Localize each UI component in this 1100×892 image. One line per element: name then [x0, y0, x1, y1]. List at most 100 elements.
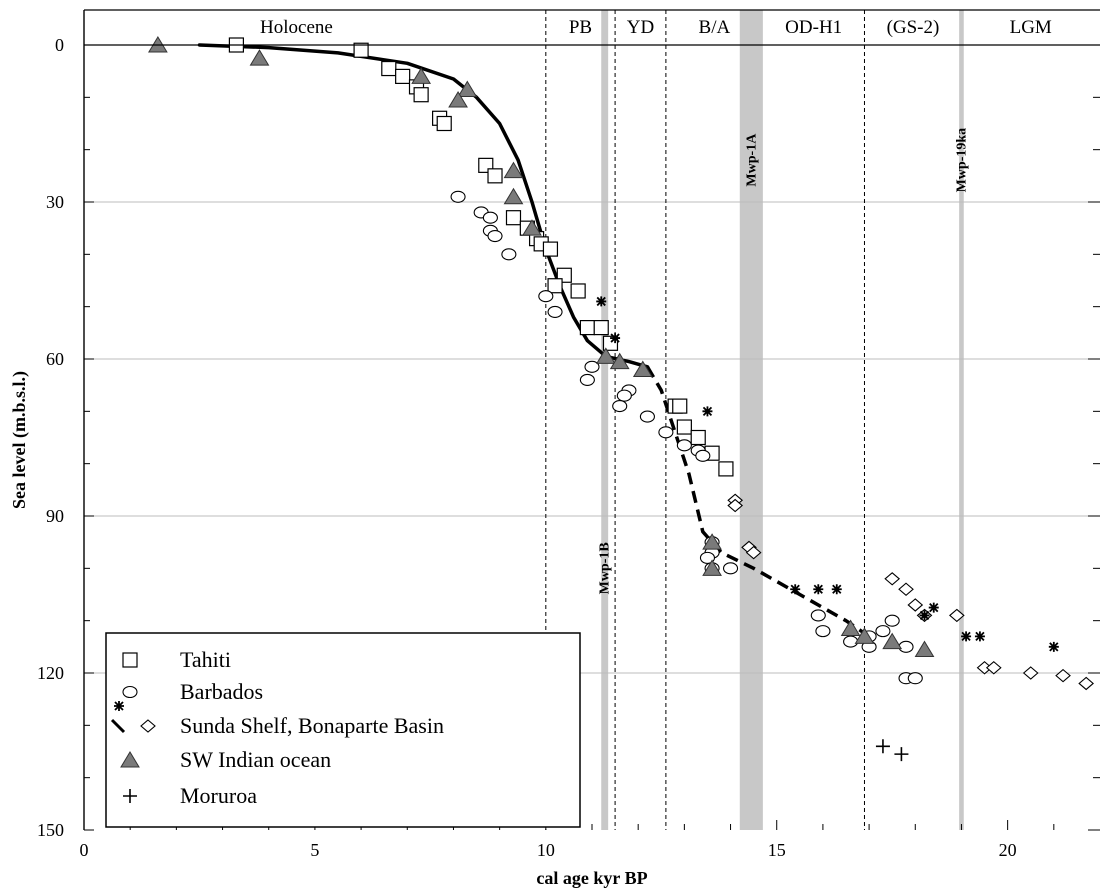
triangle-data-point: [448, 90, 468, 108]
triangle-data-point: [595, 347, 616, 364]
period-label: YD: [627, 17, 654, 38]
legend-label: Barbados: [180, 679, 263, 704]
diamond-data-point: [985, 661, 1002, 675]
circle-data-point: [658, 426, 674, 439]
asterisk-data-point: [928, 602, 939, 613]
square-data-point: [690, 429, 706, 446]
legend-label: SW Indian ocean: [180, 747, 331, 772]
meltwater-pulse-label: Mwp-1B: [598, 542, 613, 594]
period-label: Holocene: [260, 17, 333, 38]
asterisk-data-point: [813, 584, 824, 595]
circle-data-point: [639, 410, 655, 423]
square-data-point: [395, 68, 411, 85]
asterisk-data-point: [974, 631, 985, 642]
diamond-data-point: [1078, 676, 1094, 691]
asterisk-data-point: [610, 333, 621, 344]
diamond-data-point: [1055, 668, 1071, 683]
x-tick-label: 20: [999, 840, 1017, 860]
circle-data-point: [722, 562, 739, 575]
square-data-point: [672, 398, 688, 414]
circle-data-point: [695, 449, 711, 462]
axis-ticks: 0 30 60 90 120 150 0 5 10 15 20: [37, 35, 1100, 860]
circle-data-point: [843, 635, 859, 648]
circle-data-point: [584, 360, 600, 373]
asterisk-data-point: [831, 584, 842, 595]
triangle-data-point: [854, 627, 875, 644]
circle-data-point: [815, 625, 831, 638]
legend-entry: Moruroa: [123, 783, 257, 808]
triangle-data-point: [411, 67, 432, 84]
diamond-data-point: [907, 598, 924, 612]
circle-data-point: [579, 373, 595, 386]
legend-entry: SW Indian ocean: [120, 747, 331, 772]
x-axis-title: cal age kyr BP: [536, 868, 647, 888]
legend-label: Sunda Shelf, Bonaparte Basin: [180, 713, 444, 738]
circle-data-point: [907, 672, 923, 685]
square-data-point: [413, 87, 429, 103]
period-label: B/A: [699, 17, 731, 38]
legend-entry: Tahiti: [122, 647, 231, 672]
legend-box: [105, 632, 581, 828]
y-tick-label: 150: [37, 820, 64, 840]
plot-frame: [83, 9, 1100, 830]
legend-square-swatch: [122, 652, 138, 668]
square-data-point: [381, 60, 397, 77]
square-data-point: [718, 461, 734, 477]
circle-data-point: [616, 389, 632, 402]
legend-entry: Sunda Shelf, Bonaparte Basin: [110, 713, 444, 738]
legend-entry: Barbados: [122, 679, 263, 704]
period-labels: Holocene PB YD B/A OD-H1 (GS-2) LGM: [260, 17, 1052, 38]
y-tick-label: 30: [46, 192, 64, 212]
asterisk-data-point: [919, 610, 930, 621]
legend-label: Tahiti: [180, 647, 231, 672]
circle-data-point: [810, 609, 826, 622]
square-data-point: [353, 42, 369, 58]
square-data-point: [570, 283, 586, 299]
x-tick-label: 10: [537, 840, 555, 860]
circle-data-point: [898, 640, 914, 653]
diamond-data-point: [948, 608, 965, 623]
asterisk-data-point: [1048, 641, 1059, 652]
circle-data-point: [547, 305, 563, 318]
meltwater-pulse-band: [959, 10, 964, 830]
square-data-point: [676, 419, 692, 435]
meltwater-pulse-labels: Mwp-1B Mwp-1A Mwp-19ka: [598, 128, 970, 595]
triangle-data-point: [702, 533, 722, 550]
circle-data-point: [676, 439, 692, 452]
circle-data-point: [501, 248, 517, 261]
circle-data-point: [699, 551, 716, 564]
period-label: PB: [569, 17, 592, 38]
triangle-data-point: [249, 49, 270, 66]
period-label: (GS-2): [887, 17, 940, 38]
asterisk-data-point: [702, 406, 713, 417]
plus-data-point: [875, 739, 890, 754]
period-label: OD-H1: [785, 17, 842, 38]
legend-plus-swatch: [123, 789, 137, 803]
circle-data-point: [450, 190, 466, 203]
triangle-data-point: [882, 632, 903, 650]
solid-sea-level-curve: [197, 43, 650, 369]
y-tick-label: 60: [46, 349, 64, 369]
meltwater-pulse-bands: [601, 10, 964, 830]
y-tick-label: 120: [37, 663, 64, 683]
diamond-data-point: [884, 572, 901, 586]
circle-data-point: [884, 614, 900, 627]
square-data-point: [487, 168, 503, 184]
diamond-data-point: [727, 498, 744, 513]
meltwater-pulse-band: [601, 10, 609, 830]
asterisk-data-point: [596, 296, 607, 307]
legend-diamond-swatch: [140, 719, 156, 733]
circle-data-point: [487, 229, 503, 243]
x-tick-label: 15: [768, 840, 786, 860]
triangle-data-point: [503, 161, 524, 179]
square-data-point: [593, 320, 609, 336]
asterisk-data-point: [790, 584, 801, 595]
legend-label: Moruroa: [180, 783, 257, 808]
legend-asterisk-swatch: [114, 701, 124, 711]
diamond-data-point: [898, 582, 914, 596]
period-label: LGM: [1010, 17, 1052, 38]
triangle-data-point: [914, 640, 935, 657]
triangle-data-point: [632, 360, 653, 377]
triangle-data-point: [702, 559, 722, 576]
